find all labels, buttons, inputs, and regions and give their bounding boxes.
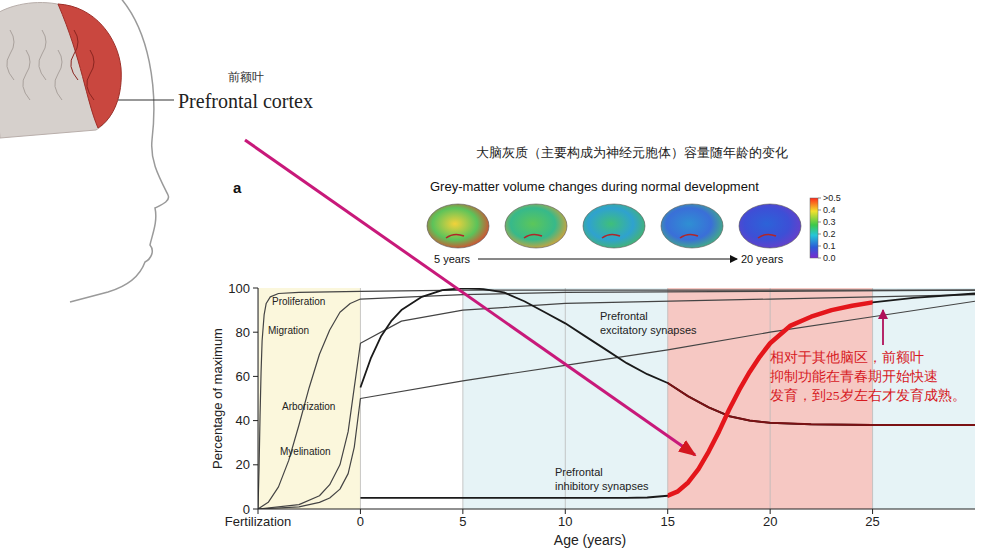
y-tick [253, 420, 258, 421]
label-line: excitatory synapses [600, 324, 697, 336]
colorbar-tick [818, 198, 821, 199]
series-highlight [668, 294, 873, 498]
brain-fold [87, 50, 94, 100]
colorbar-tick [818, 246, 821, 247]
y-tick-label: 20 [236, 457, 250, 472]
up-arrow [882, 310, 884, 345]
brain-map [661, 204, 723, 248]
label-line: Prefrontal [600, 310, 648, 322]
x-tick-label: 15 [660, 514, 674, 529]
colorbar-label: 0.0 [823, 253, 836, 263]
time-arrow [478, 259, 737, 260]
x-tick-label: 25 [865, 514, 879, 529]
y-tick [253, 288, 258, 289]
pointer-arrow [245, 140, 695, 455]
brain-map-end: 20 years [741, 253, 784, 265]
brain-map-fissure [524, 234, 542, 238]
colorbar-label: 0.3 [823, 217, 836, 227]
brain-fold [71, 30, 78, 80]
brain-map [427, 204, 489, 248]
colorbar-label: 0.1 [823, 241, 836, 251]
age-band [258, 288, 360, 509]
brain-map [583, 204, 645, 248]
series-label: Arborization [282, 401, 335, 412]
brain-fold [55, 50, 62, 100]
brain-map-start: 5 years [434, 253, 471, 265]
colorbar-label: 0.2 [823, 229, 836, 239]
colorbar-tick [818, 258, 821, 259]
brain-fold [7, 30, 14, 80]
y-tick [253, 464, 258, 465]
colorbar-tick [818, 222, 821, 223]
highlight-group [668, 288, 975, 425]
colorbar-label: 0.4 [823, 205, 836, 215]
x-axis-title: Age (years) [554, 532, 626, 548]
y-tick [253, 332, 258, 333]
annotation: 发育，到25岁左右才发育成熟。 [770, 387, 966, 403]
y-tick-label: 60 [236, 369, 250, 384]
y-tick-label: 80 [236, 325, 250, 340]
brain-fold [23, 50, 30, 100]
x-axis [258, 509, 975, 510]
highlight-group [668, 294, 873, 498]
brain-fold [39, 30, 46, 80]
age-band [463, 288, 668, 509]
series-label: Proliferation [272, 296, 325, 307]
brain-map [739, 204, 801, 248]
colorbar-tick [818, 234, 821, 235]
head-illustration: 前额叶 Prefrontal cortex [0, 0, 313, 302]
brain-map [505, 204, 567, 248]
grid-line [258, 288, 259, 509]
y-tick [253, 509, 258, 510]
series-label: Migration [268, 325, 309, 336]
colorbar-label: >0.5 [823, 193, 841, 203]
y-tick-label: 40 [236, 413, 250, 428]
figure: 前额叶 Prefrontal cortex 大脑灰质（主要构成为神经元胞体）容量随年… [0, 0, 990, 552]
y-tick-label: 100 [228, 281, 250, 296]
brain [0, 3, 120, 138]
x-tick-label: 5 [459, 514, 466, 529]
brain-map-fissure [446, 234, 464, 238]
subtitle: Grey-matter volume changes during normal… [430, 179, 759, 194]
x-tick-label: 10 [558, 514, 572, 529]
brain-map-fissure [758, 234, 776, 238]
x-tick-label: Fertilization [225, 514, 291, 529]
label-line: inhibitory synapses [555, 480, 649, 492]
label-line: Prefrontal [555, 466, 603, 478]
panel-letter: a [233, 179, 242, 196]
brain-map-fissure [680, 234, 698, 238]
series-line [258, 301, 975, 509]
series-label: Prefrontal inhibitory synapses [555, 466, 649, 492]
title: 大脑灰质（主要构成为神经元胞体）容量随年龄的变化 [476, 145, 788, 160]
brain-map-fissure [602, 234, 620, 238]
prefrontal-region [58, 4, 121, 128]
y-axis-title: Percentage of maximum [210, 328, 225, 469]
x-tick-label: 20 [763, 514, 777, 529]
illustration-label-en: Prefrontal cortex [178, 90, 313, 112]
series-label: Prefrontal excitatory synapses [600, 310, 697, 336]
illustration-label-cn: 前额叶 [228, 70, 264, 84]
annotation: 相对于其他脑区，前额叶 [770, 350, 924, 365]
x-tick-label: 0 [357, 514, 364, 529]
y-axis [258, 288, 259, 509]
series-highlight [668, 288, 975, 425]
y-tick [253, 376, 258, 377]
colorbar [810, 198, 818, 258]
series-line [360, 288, 975, 425]
series-line [360, 294, 975, 498]
grid-line [667, 288, 668, 509]
pointer-line [118, 99, 174, 100]
colorbar-tick [818, 210, 821, 211]
grid-line [462, 288, 463, 509]
annotation: 抑制功能在青春期开始快速 [770, 369, 938, 384]
series-label: Myelination [280, 446, 331, 457]
